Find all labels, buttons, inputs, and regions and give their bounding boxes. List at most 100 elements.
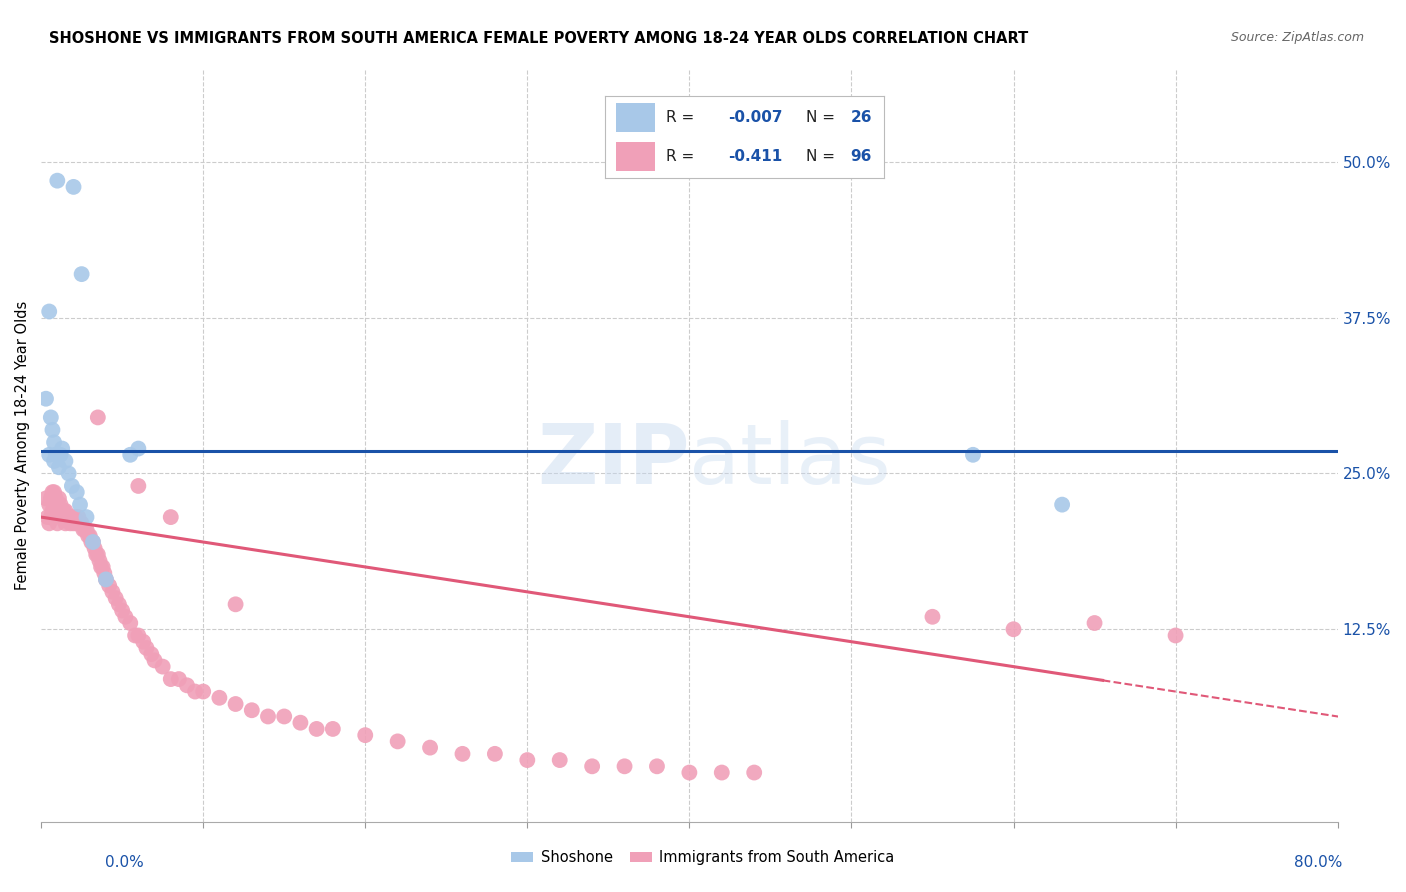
Point xyxy=(37,510,59,524)
Point xyxy=(290,715,312,730)
Point xyxy=(41,504,63,518)
Point xyxy=(613,759,636,773)
Legend: Shoshone, Immigrants from South America: Shoshone, Immigrants from South America xyxy=(506,845,900,871)
Point xyxy=(49,498,72,512)
Point xyxy=(159,510,181,524)
Point xyxy=(167,672,190,686)
Point xyxy=(127,479,149,493)
Point xyxy=(120,448,142,462)
Point xyxy=(354,728,377,742)
Point xyxy=(48,491,70,506)
Point xyxy=(42,435,65,450)
Text: atlas: atlas xyxy=(689,420,891,501)
Point xyxy=(66,516,89,531)
Point xyxy=(451,747,474,761)
Point xyxy=(114,609,136,624)
Point xyxy=(76,523,98,537)
Point xyxy=(69,498,91,512)
Point xyxy=(710,765,733,780)
Point xyxy=(62,516,84,531)
Point xyxy=(152,659,174,673)
Point xyxy=(132,634,155,648)
Point xyxy=(72,523,94,537)
Point xyxy=(208,690,231,705)
Point xyxy=(42,485,65,500)
Point xyxy=(66,485,89,500)
Point xyxy=(193,684,215,698)
Point xyxy=(46,516,69,531)
Point xyxy=(55,516,77,531)
Point xyxy=(46,498,69,512)
Text: 80.0%: 80.0% xyxy=(1295,855,1343,870)
Point xyxy=(80,535,103,549)
Point xyxy=(305,722,328,736)
Point xyxy=(41,485,63,500)
Point xyxy=(38,516,60,531)
Point xyxy=(581,759,603,773)
Point xyxy=(51,510,73,524)
Point xyxy=(63,510,86,524)
Point xyxy=(45,504,67,518)
Point xyxy=(225,697,247,711)
Point xyxy=(548,753,571,767)
Point xyxy=(60,510,83,524)
Point xyxy=(516,753,538,767)
Point xyxy=(1083,615,1105,630)
Point xyxy=(52,504,75,518)
Point xyxy=(45,448,67,462)
Point xyxy=(79,529,101,543)
Point xyxy=(257,709,280,723)
Point xyxy=(111,603,134,617)
Point xyxy=(76,510,98,524)
Point xyxy=(38,304,60,318)
Point xyxy=(59,516,82,531)
Point xyxy=(82,535,104,549)
Point xyxy=(184,684,207,698)
Point xyxy=(94,573,117,587)
Text: Source: ZipAtlas.com: Source: ZipAtlas.com xyxy=(1230,31,1364,45)
Point xyxy=(135,640,157,655)
Point xyxy=(45,491,67,506)
Point xyxy=(87,548,110,562)
Point xyxy=(42,454,65,468)
Point xyxy=(49,510,72,524)
Point xyxy=(58,510,80,524)
Point xyxy=(90,560,112,574)
Point xyxy=(62,180,84,194)
Point xyxy=(98,579,121,593)
Point xyxy=(678,765,700,780)
Text: ZIP: ZIP xyxy=(537,420,689,501)
Point xyxy=(70,267,93,281)
Point xyxy=(41,423,63,437)
Point xyxy=(38,498,60,512)
Point xyxy=(60,479,83,493)
Point xyxy=(120,615,142,630)
Point xyxy=(59,510,82,524)
Point xyxy=(38,448,60,462)
Point xyxy=(55,454,77,468)
Point xyxy=(141,647,163,661)
Point xyxy=(55,504,77,518)
Point xyxy=(39,491,62,506)
Point xyxy=(101,585,124,599)
Point xyxy=(67,510,90,524)
Point xyxy=(46,174,69,188)
Point xyxy=(39,510,62,524)
Point xyxy=(484,747,506,761)
Point xyxy=(143,653,166,667)
Point xyxy=(921,609,943,624)
Point xyxy=(39,410,62,425)
Point xyxy=(51,442,73,456)
Point xyxy=(176,678,198,692)
Point xyxy=(273,709,295,723)
Point xyxy=(35,491,58,506)
Point xyxy=(77,529,100,543)
Point xyxy=(51,504,73,518)
Point xyxy=(124,628,146,642)
Y-axis label: Female Poverty Among 18-24 Year Olds: Female Poverty Among 18-24 Year Olds xyxy=(15,301,30,591)
Point xyxy=(94,573,117,587)
Point xyxy=(1002,622,1025,636)
Point xyxy=(93,566,115,581)
Point xyxy=(91,560,114,574)
Point xyxy=(104,591,127,606)
